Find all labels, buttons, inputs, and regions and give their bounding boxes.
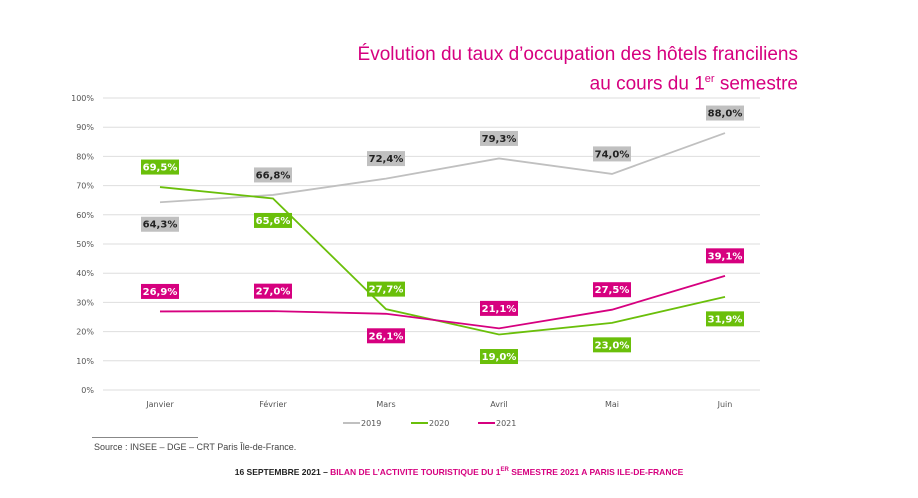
y-tick-label: 0% bbox=[81, 386, 94, 395]
data-label: 65,6% bbox=[256, 216, 291, 227]
data-label-box bbox=[254, 167, 292, 183]
x-tick-label: Janvier bbox=[145, 400, 174, 409]
title-line-2: au cours du 1er semestre bbox=[589, 73, 798, 95]
y-tick-label: 100% bbox=[71, 94, 94, 103]
data-label: 64,3% bbox=[143, 220, 178, 231]
data-label-box bbox=[141, 216, 179, 232]
data-label: 74,0% bbox=[595, 149, 630, 160]
data-label: 31,9% bbox=[708, 314, 743, 325]
line-chart: 0% 10% 20% 30% 40% 50% 60% 70% 80% 90% 100% Janvier… bbox=[71, 94, 760, 428]
data-label-box bbox=[706, 105, 744, 121]
data-label: 27,7% bbox=[369, 285, 404, 296]
data-label-box bbox=[706, 311, 744, 327]
y-tick-label: 50% bbox=[76, 240, 94, 249]
data-label: 21,1% bbox=[482, 304, 517, 315]
legend-label: 2020 bbox=[429, 419, 449, 428]
title-line-1: Évolution du taux d’occupation des hôtel… bbox=[357, 44, 798, 65]
y-tick-label: 90% bbox=[76, 123, 94, 132]
legend-label: 2019 bbox=[361, 419, 381, 428]
y-tick-label: 60% bbox=[76, 211, 94, 220]
data-label: 23,0% bbox=[595, 340, 630, 351]
data-label: 19,0% bbox=[482, 352, 517, 363]
x-tick-label: Mars bbox=[376, 400, 395, 409]
data-label: 27,5% bbox=[595, 285, 630, 296]
y-tick-label: 40% bbox=[76, 269, 94, 278]
data-label: 88,0% bbox=[708, 109, 743, 120]
data-label-box bbox=[593, 282, 631, 298]
data-label: 69,5% bbox=[143, 163, 178, 174]
y-tick-label: 80% bbox=[76, 152, 94, 161]
footer: 16 SEPTEMBRE 2021 – BILAN DE L’ACTIVITE … bbox=[234, 467, 684, 477]
x-tick-label: Juin bbox=[717, 400, 733, 409]
y-tick-label: 10% bbox=[76, 357, 94, 366]
series-line-2020 bbox=[159, 186, 726, 336]
chart-title: Évolution du taux d’occupation des hôtel… bbox=[358, 42, 798, 96]
data-label-box bbox=[141, 283, 179, 299]
data-label-box bbox=[254, 212, 292, 228]
data-label: 27,0% bbox=[256, 287, 291, 298]
y-tick-label: 70% bbox=[76, 182, 94, 191]
data-label: 26,1% bbox=[369, 331, 404, 342]
series-line-2019 bbox=[159, 132, 726, 204]
data-label-box bbox=[254, 283, 292, 299]
data-label: 26,9% bbox=[143, 287, 178, 298]
data-label-box bbox=[706, 248, 744, 264]
data-label-box bbox=[480, 130, 518, 146]
data-label-box bbox=[593, 146, 631, 162]
data-label-box bbox=[367, 151, 405, 167]
y-tick-label: 30% bbox=[76, 298, 94, 307]
data-label: 39,1% bbox=[708, 251, 743, 262]
x-tick-label: Mai bbox=[605, 400, 619, 409]
data-label-box bbox=[367, 281, 405, 297]
legend-label: 2021 bbox=[496, 419, 516, 428]
x-tick-label: Février bbox=[259, 399, 287, 409]
data-label-box bbox=[480, 349, 518, 365]
y-tick-label: 20% bbox=[76, 328, 94, 337]
x-tick-label: Avril bbox=[490, 400, 507, 409]
source-divider bbox=[92, 437, 198, 438]
series-line-2021 bbox=[159, 274, 726, 330]
data-label: 66,8% bbox=[256, 170, 291, 181]
data-label: 79,3% bbox=[482, 134, 517, 145]
data-label-box bbox=[593, 337, 631, 353]
data-label-box bbox=[141, 159, 179, 175]
data-label: 72,4% bbox=[369, 154, 404, 165]
data-label-box bbox=[480, 300, 518, 316]
data-label-box bbox=[367, 328, 405, 344]
source-note: Source : INSEE – DGE – CRT Paris Île-de-… bbox=[94, 442, 297, 452]
